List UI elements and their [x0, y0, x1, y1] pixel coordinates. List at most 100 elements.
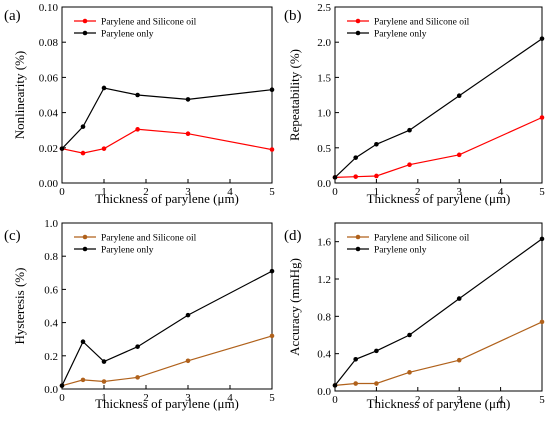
data-point [374, 173, 379, 179]
data-point [407, 332, 412, 338]
x-tick-label: 1 [374, 186, 380, 198]
legend-marker [82, 30, 88, 36]
y-tick-label: 0.0 [317, 386, 331, 398]
y-tick-label: 0.2 [44, 351, 58, 363]
y-tick-label: 0.8 [44, 251, 58, 263]
x-tick-label: 2 [415, 186, 421, 198]
data-point [135, 375, 140, 380]
data-point [539, 115, 545, 120]
data-point [185, 312, 191, 318]
y-axis-label: Nonlinearity (%) [12, 51, 27, 139]
data-point [80, 124, 86, 129]
y-tick-label: 1.5 [317, 72, 331, 84]
y-tick-label: 0.4 [317, 349, 331, 361]
legend-label: Parylene and Silicone oil [374, 234, 470, 244]
data-point [269, 147, 275, 152]
legend-label: Parylene only [374, 30, 427, 40]
x-tick-label: 5 [539, 186, 545, 198]
legend-label: Parylene only [374, 246, 427, 256]
data-point [353, 356, 359, 362]
x-axis-label: Thickness of parylene (μm) [95, 191, 239, 206]
y-tick-label: 1.2 [317, 274, 331, 286]
y-axis-label: Repeatability (%) [287, 49, 302, 141]
plot-frame [61, 6, 273, 184]
data-point [456, 93, 462, 99]
data-point [539, 236, 545, 242]
data-point [185, 131, 191, 137]
data-point [374, 381, 379, 386]
y-tick-label: 1.6 [317, 237, 331, 249]
data-point [101, 85, 107, 91]
y-axis-label: Accuracy (mmHg) [287, 258, 302, 356]
chart-panel-1: 0 1 2 3 4 5 0.00 0.02 0.04 0.06 0.08 0.10 Thickness … [4, 2, 275, 206]
x-tick-label: 4 [498, 394, 504, 406]
y-tick-label: 1.0 [317, 108, 331, 120]
panel-label: (a) [4, 8, 21, 24]
data-point [353, 174, 359, 179]
chart-panel-2: 0 1 2 3 4 5 0.0 0.5 1.0 1.5 2.0 2.5 Thickness of par… [284, 2, 545, 206]
data-point [101, 146, 107, 151]
data-point [374, 141, 379, 147]
x-tick-label: 4 [227, 186, 233, 198]
legend-label: Parylene and Silicone oil [374, 18, 470, 28]
x-tick-label: 2 [415, 394, 421, 406]
legend-marker [82, 234, 88, 240]
legend-label: Parylene only [101, 30, 154, 40]
plot-frame [61, 222, 273, 390]
data-point [80, 150, 86, 156]
y-tick-label: 0.4 [44, 318, 58, 330]
y-tick-label: 1.0 [44, 218, 58, 230]
x-tick-label: 3 [456, 394, 462, 406]
legend-label: Parylene and Silicone oil [101, 18, 197, 28]
x-tick-label: 3 [456, 186, 462, 198]
legend-marker [355, 30, 361, 36]
series-line-2 [334, 38, 543, 178]
x-tick-label: 4 [498, 186, 504, 198]
data-point [539, 36, 545, 41]
x-axis-label: Thickness of parylene (μm) [367, 191, 511, 206]
y-tick-label: 0.04 [39, 108, 59, 120]
panel-label: (c) [4, 228, 21, 244]
data-point [332, 175, 338, 180]
data-point [59, 383, 65, 388]
y-tick-label: 0.02 [39, 143, 58, 155]
data-point [59, 146, 65, 151]
data-point [269, 333, 275, 339]
x-axis-label: Thickness of parylene (μm) [367, 396, 511, 411]
x-tick-label: 5 [269, 392, 275, 404]
x-tick-label: 0 [332, 394, 338, 406]
y-tick-label: 0.6 [44, 284, 58, 296]
y-tick-label: 0.8 [317, 311, 331, 323]
data-point [539, 319, 545, 325]
legend-marker [355, 234, 361, 240]
data-point [185, 97, 191, 102]
plot-frame [334, 222, 543, 392]
x-axis-label: Thickness of parylene (μm) [95, 396, 239, 411]
legend-label: Parylene and Silicone oil [101, 234, 197, 244]
series-line-1 [334, 116, 543, 178]
chart-panel-4: 0 1 2 3 4 5 0.0 0.4 0.8 1.2 1.6 Thickness of paryle… [284, 222, 545, 411]
data-point [269, 268, 275, 274]
y-tick-label: 0.08 [39, 37, 59, 49]
x-tick-label: 5 [539, 394, 545, 406]
plot-frame [334, 6, 543, 184]
panel-label: (b) [284, 8, 302, 24]
data-point [456, 152, 462, 158]
x-tick-label: 1 [101, 186, 107, 198]
series-line-1 [334, 321, 543, 386]
data-point [407, 370, 412, 375]
data-point [80, 377, 86, 383]
data-point [332, 383, 338, 388]
legend-marker [355, 18, 361, 24]
x-tick-label: 2 [143, 186, 149, 198]
y-tick-label: 0.00 [39, 178, 59, 190]
data-point [269, 87, 275, 93]
legend-marker [82, 246, 88, 252]
x-tick-label: 0 [332, 186, 338, 198]
legend-marker [355, 246, 361, 252]
series-line-1 [61, 128, 273, 154]
y-tick-label: 0.06 [39, 72, 59, 84]
x-tick-label: 0 [59, 186, 65, 198]
data-point [456, 296, 462, 301]
data-point [135, 127, 140, 132]
